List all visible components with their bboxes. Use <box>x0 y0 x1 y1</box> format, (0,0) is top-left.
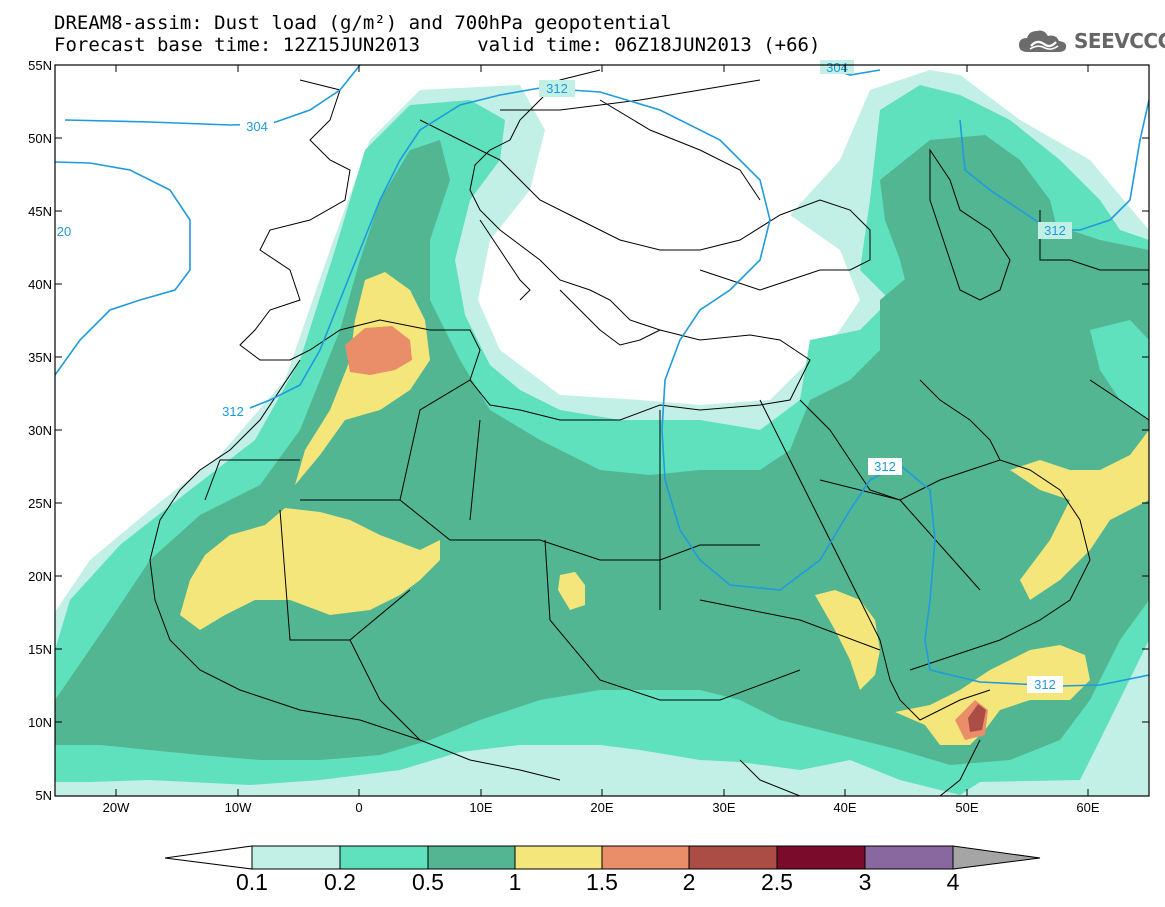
colorbar <box>164 845 1041 870</box>
contour-label: 304 <box>826 60 848 75</box>
dust-field-1.0-algeria <box>295 272 430 485</box>
contour-312-west <box>55 161 191 376</box>
contour-label: 312 <box>546 81 568 96</box>
colorbar-swatch-0.5 <box>427 845 516 870</box>
colorbar-swatch-2 <box>688 845 778 870</box>
dust-field-1.0-gulfaden <box>895 645 1090 745</box>
colorbar-label: 0.5 <box>412 869 444 895</box>
lon-label: 10W <box>224 800 252 815</box>
contour-label: 312 <box>1044 223 1066 238</box>
dust-field-1.0-sahel <box>180 508 440 630</box>
dust-field-1.0-redsea <box>815 590 880 690</box>
colorbar-label: 1 <box>508 869 522 895</box>
contour-label: 312 <box>1034 677 1056 692</box>
colorbar-swatch-0.2 <box>339 845 429 870</box>
lon-label: 0 <box>355 800 363 815</box>
lon-label: 20W <box>102 800 130 815</box>
colorbar-label: 4 <box>946 869 960 895</box>
lat-label: 30N <box>28 423 52 438</box>
forecast-time-line: Forecast base time: 12Z15JUN2013 valid t… <box>54 34 821 56</box>
lon-label: 60E <box>1076 800 1100 815</box>
lat-label: 25N <box>28 496 52 511</box>
colorbar-swatch-1 <box>514 845 603 870</box>
dust-field-0.2-lowlat <box>1090 320 1149 420</box>
colorbar-label: 0.1 <box>236 869 268 895</box>
logo-text: SEEVCCC <box>1074 29 1165 53</box>
colorbar-label: 0.2 <box>324 869 356 895</box>
lon-label: 30E <box>712 800 736 815</box>
dust-field-0.5-north <box>880 135 1060 330</box>
colorbar-swatch-2.5 <box>776 845 866 870</box>
colorbar-low-arrow <box>164 845 253 870</box>
lon-label: 20E <box>590 800 614 815</box>
colorbar-label: 1.5 <box>586 869 618 895</box>
lon-label: 40E <box>833 800 857 815</box>
contour-304-north <box>64 65 361 126</box>
seevccc-logo: SEEVCCC <box>1018 26 1165 56</box>
lat-label: 50N <box>28 131 52 146</box>
lon-label: 50E <box>955 800 979 815</box>
contour-label: 312 <box>222 404 244 419</box>
lon-label: 10E <box>469 800 493 815</box>
contour-label: 304 <box>246 119 268 134</box>
lat-label: 55N <box>28 58 52 73</box>
colorbar-label: 3 <box>858 869 872 895</box>
lat-label: 35N <box>28 350 52 365</box>
dust-field-1.0-arabia <box>1010 430 1149 600</box>
lat-label: 10N <box>28 715 52 730</box>
colorbar-swatch-1.5 <box>601 845 690 870</box>
colorbar-label: 2 <box>682 869 696 895</box>
contour-label: 312 <box>874 459 896 474</box>
colorbar-swatch-0.1 <box>251 845 341 870</box>
dust-field-2.0-somalia <box>968 704 986 732</box>
lat-label: 20N <box>28 569 52 584</box>
dust-field-1.0-chad <box>558 572 585 610</box>
cloud-icon <box>1019 30 1067 52</box>
colorbar-swatch-3 <box>864 845 954 870</box>
contour-labels: 312 304 312 312 312 312 20 304 <box>55 60 1072 693</box>
colorbar-label: 2.5 <box>761 869 793 895</box>
lat-label: 5N <box>35 788 52 803</box>
dust-field-1.5-algeria <box>345 326 412 375</box>
lat-label: 45N <box>28 204 52 219</box>
contour-label: 20 <box>57 224 71 239</box>
colorbar-high-arrow <box>952 845 1041 870</box>
map-title: DREAM8-assim: Dust load (g/m²) and 700hP… <box>54 12 672 34</box>
lat-label: 40N <box>28 277 52 292</box>
axis-ticks <box>55 64 1149 796</box>
contour-312-main <box>244 87 1149 687</box>
lat-label: 15N <box>28 642 52 657</box>
